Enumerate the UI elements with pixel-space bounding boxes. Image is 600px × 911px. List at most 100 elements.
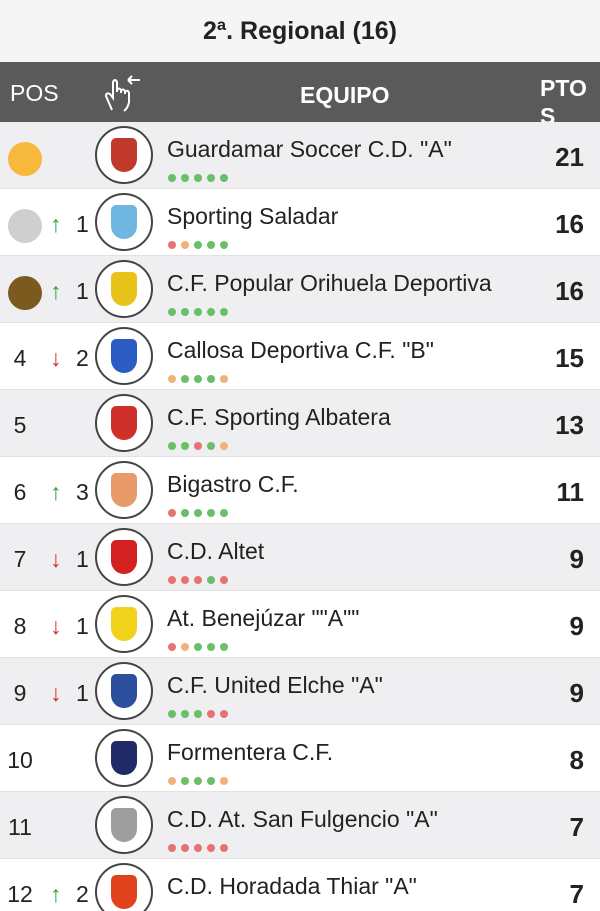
form-dot: [194, 509, 202, 517]
team-logo: [95, 729, 153, 787]
form-dot: [168, 442, 176, 450]
team-logo: [95, 126, 153, 184]
team-name: Guardamar Soccer C.D. "A": [167, 136, 452, 162]
team-row[interactable]: 8 ↓ 1 At. Benejúzar ""A"" 9: [0, 591, 600, 658]
form-dot: [220, 308, 228, 316]
form-dots: [168, 174, 228, 182]
form-dot: [220, 375, 228, 383]
form-dot: [220, 777, 228, 785]
position: 10: [7, 747, 33, 773]
title: 2ª. Regional (16): [0, 0, 600, 62]
form-dot: [220, 509, 228, 517]
points: 7: [569, 812, 584, 842]
logo-shield: [111, 540, 137, 574]
swipe-icon: [104, 75, 140, 112]
team-logo: [95, 193, 153, 251]
form-dot: [181, 241, 189, 249]
position: 5: [13, 412, 27, 438]
team-logo: [95, 595, 153, 653]
points: 16: [555, 209, 584, 239]
change-arrow: ↓: [50, 680, 62, 706]
points: 7: [569, 879, 584, 909]
change-value: 2: [76, 881, 89, 907]
form-dot: [194, 241, 202, 249]
team-header: EQUIPO: [300, 82, 390, 108]
change-arrow: ↑: [50, 278, 62, 304]
team-name: C.D. Altet: [167, 538, 265, 564]
medal: [8, 142, 42, 176]
form-dot: [220, 442, 228, 450]
form-dot: [168, 375, 176, 383]
logo-shield: [111, 205, 137, 239]
logo-shield: [111, 473, 137, 507]
form-dot: [181, 174, 189, 182]
form-dots: [168, 576, 228, 584]
change-arrow: ↓: [50, 613, 62, 639]
form-dot: [207, 308, 215, 316]
change-arrow: ↑: [50, 211, 62, 237]
points: 11: [556, 477, 585, 507]
position: 9: [13, 680, 27, 706]
logo-shield: [111, 406, 137, 440]
team-row[interactable]: 4 ↓ 2 Callosa Deportiva C.F. "B" 15: [0, 323, 600, 390]
team-row[interactable]: 7 ↓ 1 C.D. Altet 9: [0, 524, 600, 591]
team-name: C.F. Sporting Albatera: [167, 404, 391, 430]
change-arrow: ↑: [50, 881, 62, 907]
form-dots: [168, 241, 228, 249]
points-header: PTOS: [540, 75, 587, 122]
form-dot: [207, 777, 215, 785]
form-dots: [168, 643, 228, 651]
team-name: Formentera C.F.: [167, 739, 334, 765]
team-name: C.F. Popular Orihuela Deportiva: [167, 270, 492, 296]
position: 11: [8, 814, 32, 840]
points: 13: [555, 410, 584, 440]
form-dot: [181, 777, 189, 785]
team-row[interactable]: 5 C.F. Sporting Albatera 13: [0, 390, 600, 457]
team-row[interactable]: ↑ 1 Sporting Saladar 16: [0, 189, 600, 256]
form-dot: [168, 241, 176, 249]
position: 4: [13, 345, 27, 371]
form-dot: [168, 777, 176, 785]
points: 9: [569, 544, 584, 574]
team-row[interactable]: Guardamar Soccer C.D. "A" 21: [0, 122, 600, 189]
form-dots: [168, 308, 228, 316]
team-row[interactable]: 10 Formentera C.F. 8: [0, 725, 600, 792]
change-value: 2: [76, 345, 89, 371]
team-row[interactable]: 12 ↑ 2 C.D. Horadada Thiar "A" 7: [0, 859, 600, 911]
team-logo: [95, 863, 153, 911]
form-dot: [168, 308, 176, 316]
team-name: Callosa Deportiva C.F. "B": [167, 337, 434, 363]
team-logo: [95, 662, 153, 720]
pos-header: POS: [10, 80, 59, 106]
form-dot: [168, 710, 176, 718]
form-dot: [168, 643, 176, 651]
form-dot: [194, 576, 202, 584]
form-dot: [168, 576, 176, 584]
team-row[interactable]: 11 C.D. At. San Fulgencio "A" 7: [0, 792, 600, 859]
position: 6: [13, 479, 27, 505]
form-dot: [181, 308, 189, 316]
logo-shield: [111, 808, 137, 842]
medal: [8, 209, 42, 243]
change-arrow: ↑: [50, 479, 62, 505]
change-value: 1: [76, 680, 89, 706]
logo-shield: [111, 607, 137, 641]
form-dot: [194, 844, 202, 852]
team-row[interactable]: ↑ 1 C.F. Popular Orihuela Deportiva 16: [0, 256, 600, 323]
form-dot: [207, 844, 215, 852]
form-dot: [181, 442, 189, 450]
team-row[interactable]: 6 ↑ 3 Bigastro C.F. 11: [0, 457, 600, 524]
position: 12: [7, 881, 33, 907]
change-value: 1: [76, 278, 89, 304]
points: 15: [555, 343, 584, 373]
team-logo: [95, 394, 153, 452]
team-row[interactable]: 9 ↓ 1 C.F. United Elche "A" 9: [0, 658, 600, 725]
form-dot: [181, 576, 189, 584]
form-dot: [207, 643, 215, 651]
form-dots: [168, 844, 228, 852]
form-dot: [207, 174, 215, 182]
table-header: POS EQUIPO PTOS: [0, 62, 600, 122]
points: 9: [569, 678, 584, 708]
team-logo: [95, 260, 153, 318]
